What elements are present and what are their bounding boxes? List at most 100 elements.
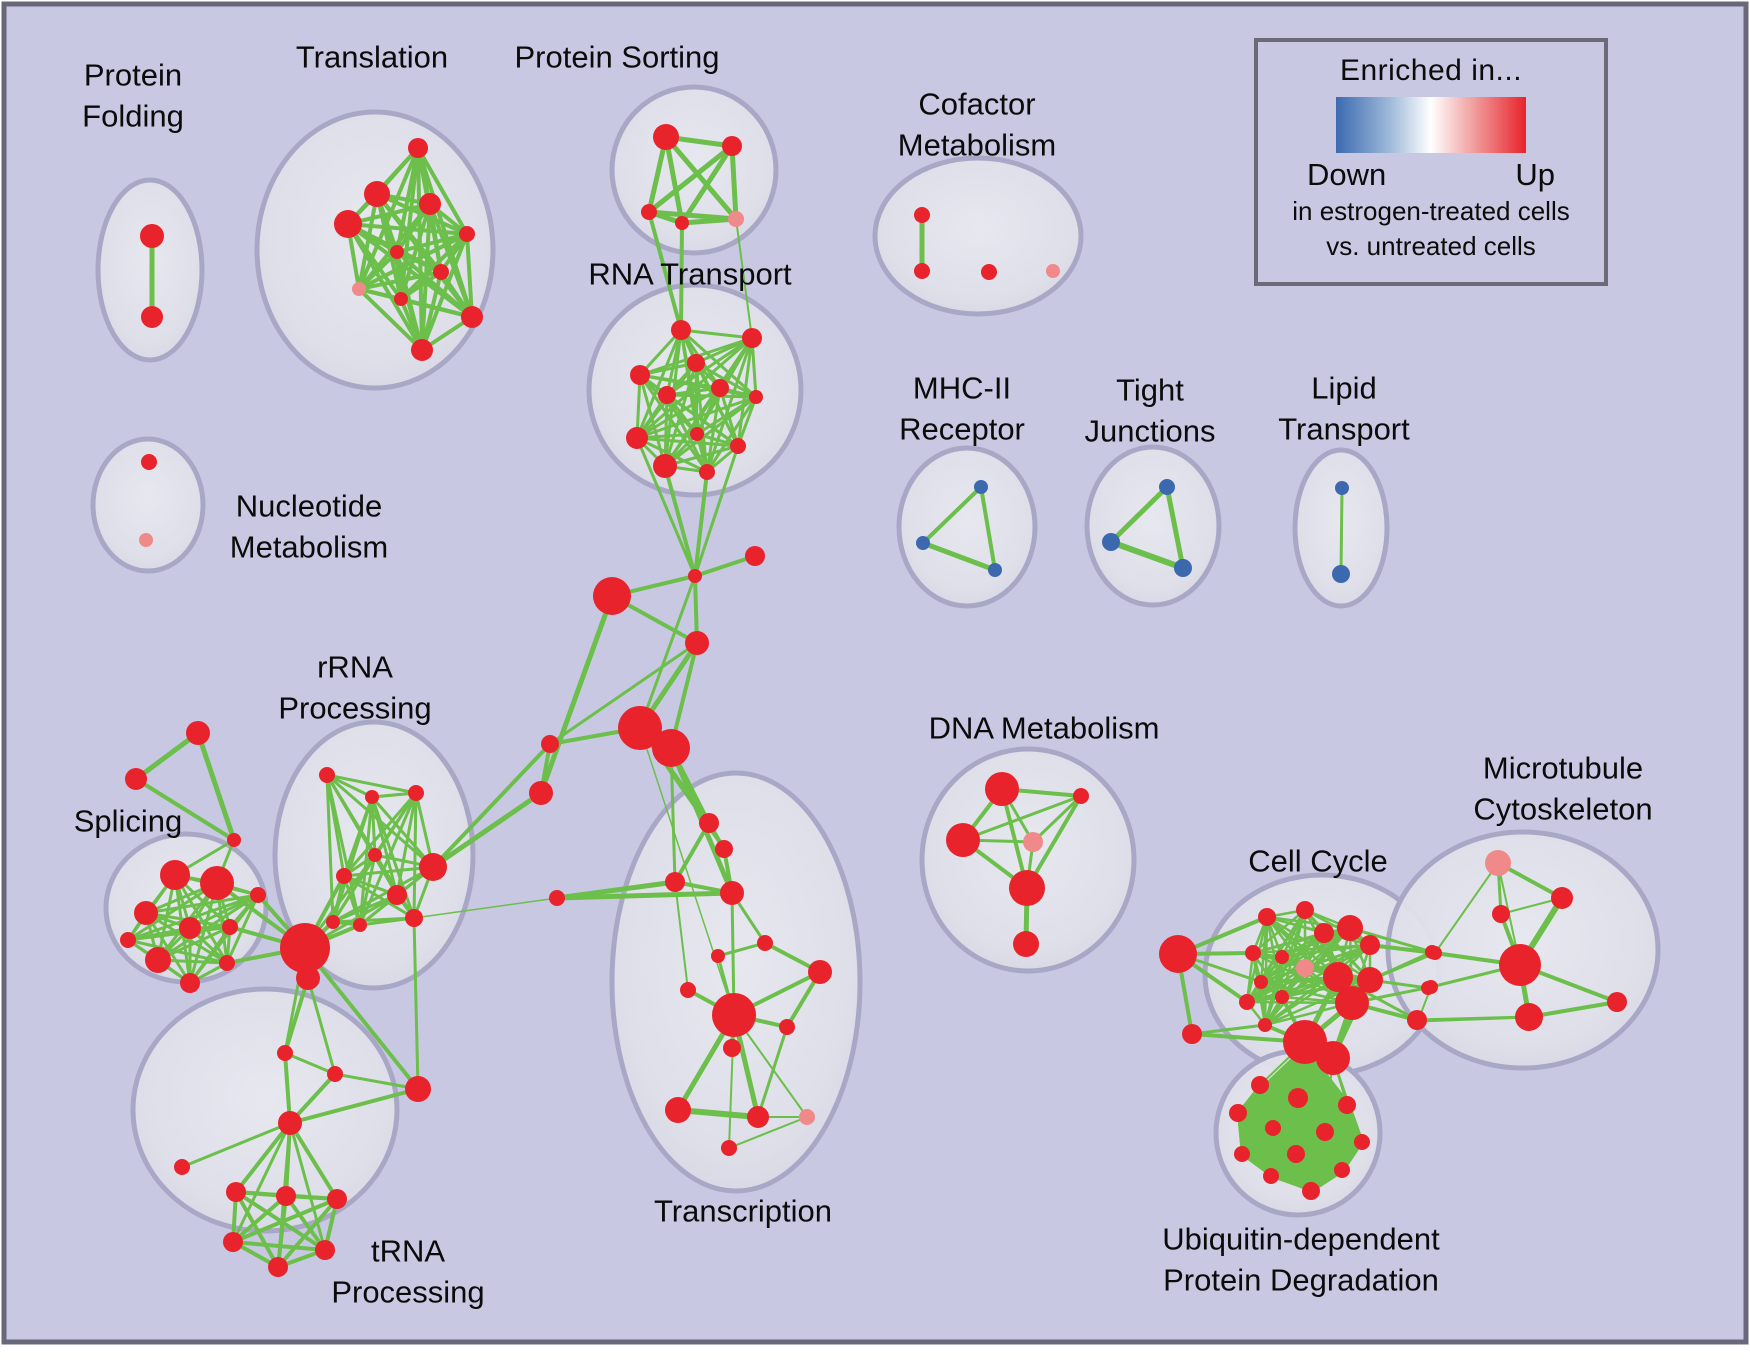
node-mt4-up-enriched	[1428, 946, 1442, 960]
edge-lp1-lp2	[1339, 486, 1344, 576]
edge-mh1-mh3	[979, 485, 997, 572]
node-hx1-up-enriched	[226, 1182, 246, 1202]
node-ps5-up-enriched	[728, 211, 744, 227]
node-dm2-up-enriched	[1073, 788, 1089, 804]
node-tn2-up-enriched	[327, 1066, 343, 1082]
edge-j5-j4	[548, 641, 699, 746]
edge-ps2-ps3	[646, 143, 735, 215]
cluster-label-tight-junctions-line2: Junctions	[1085, 414, 1216, 449]
node-ub6-up-enriched	[1316, 1123, 1334, 1141]
cluster-label-lipid-transport-line1: Lipid	[1311, 371, 1377, 406]
node-dm6-up-enriched	[1013, 931, 1039, 957]
edge-rt7-rt11	[663, 395, 758, 468]
node-h2-up-enriched	[652, 729, 690, 767]
edge-mt7-mt8	[1527, 1000, 1619, 1019]
node-lp2-down-enriched	[1332, 565, 1350, 583]
node-ps3-up-enriched	[641, 204, 657, 220]
edge-rr3-rr7	[395, 791, 418, 897]
cluster-label-trna-processing-line1: tRNA	[371, 1234, 445, 1269]
edge-rt1-rt7	[679, 328, 758, 399]
node-mt8-up-enriched	[1607, 992, 1627, 1012]
cluster-label-protein-folding-line2: Folding	[82, 99, 184, 134]
edge-rt7-rt10	[736, 395, 758, 448]
edge-rt11-j1	[663, 464, 697, 578]
edge-ps5-rt2	[735, 218, 753, 339]
edge-st2-st3	[134, 777, 236, 842]
cluster-label-mhc-ii-receptor-line1: MHC-II	[913, 371, 1011, 406]
legend-gradient-bar	[1336, 97, 1526, 153]
edge-sl2-sl8	[188, 881, 219, 985]
cluster-label-transcription: Transcription	[654, 1194, 832, 1229]
edge-rt3-rt7	[694, 361, 758, 399]
edge-h2-tx3	[669, 746, 677, 884]
node-cc3-up-enriched	[1314, 923, 1334, 943]
edge-rt8-j1	[635, 436, 697, 578]
node-sl8-up-enriched	[180, 973, 200, 993]
cluster-label-cofactor-metabolism-line1: Cofactor	[918, 87, 1035, 122]
node-tx5-up-enriched	[757, 935, 773, 951]
node-tj2-down-enriched	[1102, 533, 1120, 551]
edge-ccL2-cc15	[1190, 1023, 1267, 1036]
node-st3-up-enriched	[227, 833, 241, 847]
node-rr11-up-enriched	[296, 966, 320, 990]
node-rr9-up-enriched	[353, 918, 367, 932]
edge-tx1-tx3	[673, 821, 711, 884]
node-mt3-up-enriched	[1492, 905, 1510, 923]
edge-ub7-ub11	[1270, 1141, 1363, 1177]
node-pf2-up-enriched	[141, 306, 163, 328]
edge-st1-st2	[133, 730, 201, 782]
edge-tx5-tx6	[716, 941, 767, 958]
node-j2-up-enriched	[745, 546, 765, 566]
node-ub4-up-enriched	[1229, 1104, 1247, 1122]
node-tx12-up-enriched	[747, 1106, 769, 1128]
cluster-label-ubiquitin-degradation-line2: Protein Degradation	[1163, 1263, 1439, 1298]
legend-end-labels: Down Up	[1307, 157, 1555, 193]
edge-tr4-tr5	[346, 222, 469, 236]
edge-hx3-hx6	[276, 1197, 339, 1269]
node-nm2-up-enriched	[139, 533, 153, 547]
cluster-label-lipid-transport-line2: Transport	[1278, 412, 1410, 447]
edge-sl6-sl8	[188, 893, 260, 985]
cluster-label-mhc-ii-receptor-line2: Receptor	[899, 412, 1025, 447]
edge-ub2-ub11	[1270, 1097, 1299, 1177]
cluster-label-translation: Translation	[296, 40, 448, 75]
node-hx5-up-enriched	[315, 1240, 335, 1260]
node-tx2-up-enriched	[715, 840, 733, 858]
edge-ps2-ps5	[729, 143, 739, 222]
node-nm1-up-enriched	[141, 454, 157, 470]
node-txh-up-enriched	[712, 993, 756, 1037]
node-rt12-up-enriched	[699, 464, 715, 480]
edge-mt1-mt4	[1434, 862, 1499, 954]
node-tj3-down-enriched	[1174, 559, 1192, 577]
edge-j1-h1	[638, 574, 697, 730]
edge-mh2-mh3	[920, 540, 998, 573]
edge-tj1-tj3	[1164, 484, 1186, 571]
node-rr5-up-enriched	[336, 868, 352, 884]
node-tx10-up-enriched	[723, 1039, 741, 1057]
node-rt11-up-enriched	[653, 454, 677, 478]
edge-rt12-j1	[693, 470, 709, 578]
edge-mh1-mh2	[921, 485, 983, 545]
edge-rt6-rt7	[665, 393, 758, 399]
edge-tn1-tn2	[283, 1051, 337, 1076]
node-rr2-up-enriched	[365, 790, 379, 804]
node-cm1-up-enriched	[914, 207, 930, 223]
edge-tr6-tr10	[395, 250, 474, 319]
cluster-label-cofactor-metabolism-line2: Metabolism	[898, 128, 1057, 163]
node-tx14-up-enriched	[721, 1140, 737, 1156]
edge-tr5-tr10	[465, 232, 474, 319]
cluster-label-trna-processing-line2: Processing	[331, 1275, 484, 1310]
node-rt5-up-enriched	[711, 379, 729, 397]
node-tx3-up-enriched	[665, 872, 685, 892]
edge-ps4-rt1	[679, 221, 684, 332]
cluster-label-cell-cycle: Cell Cycle	[1248, 844, 1388, 879]
node-ub12-up-enriched	[1302, 1182, 1320, 1200]
edge-rt10-rt11	[663, 444, 740, 468]
node-ub3-up-enriched	[1338, 1096, 1356, 1114]
node-rt9-up-enriched	[690, 427, 704, 441]
edge-dm2-dm3	[961, 794, 1083, 842]
node-ps4-up-enriched	[675, 216, 689, 230]
edge-rr1-rr9	[325, 773, 362, 927]
edge-tr5-tr8	[357, 232, 469, 291]
